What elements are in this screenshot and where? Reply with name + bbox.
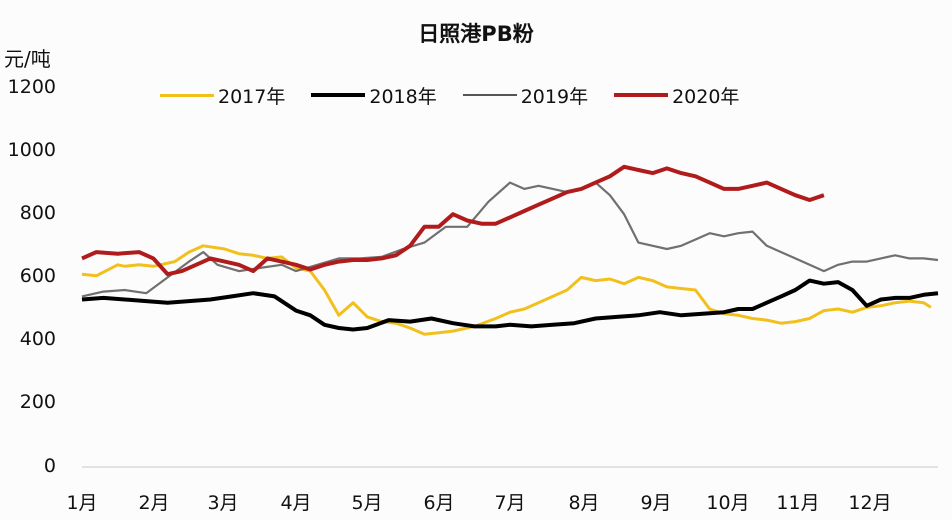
x-tick-dec: 12月: [848, 492, 892, 514]
legend-label-2019: 2019年: [520, 85, 589, 108]
x-tick-jun: 6月: [423, 492, 455, 514]
y-tick-600: 600: [19, 265, 56, 287]
legend-swatch-2017: [160, 93, 214, 97]
legend-item-2018: 2018年: [311, 82, 437, 109]
y-tick-800: 800: [19, 202, 56, 224]
legend-label-2017: 2017年: [218, 85, 286, 108]
x-tick-may: 5月: [351, 492, 383, 514]
legend-swatch-2020: [614, 93, 669, 97]
legend-swatch-2019: [462, 94, 517, 96]
legend-item-2019: 2019年: [462, 82, 589, 109]
x-tick-mar: 3月: [207, 492, 239, 514]
series-line-2020: [81, 164, 825, 277]
x-tick-jan: 1月: [66, 492, 98, 514]
legend-item-2020: 2020年: [614, 82, 739, 109]
x-tick-jul: 7月: [494, 492, 526, 514]
y-tick-1000: 1000: [7, 139, 56, 161]
x-tick-feb: 2月: [138, 492, 170, 514]
x-tick-sep: 9月: [640, 492, 672, 514]
y-tick-400: 400: [19, 328, 56, 350]
legend-item-2017: 2017年: [160, 82, 285, 109]
x-tick-apr: 4月: [280, 492, 312, 514]
legend: 2017年 2018年 2019年 2020年: [160, 82, 765, 108]
y-tick-0: 0: [43, 455, 56, 477]
series-line-2017: [81, 244, 932, 336]
y-tick-200: 200: [19, 391, 56, 413]
x-tick-aug: 8月: [568, 492, 600, 514]
x-tick-nov: 11月: [776, 492, 820, 514]
series-line-2018: [81, 278, 939, 332]
legend-label-2018: 2018年: [369, 85, 437, 108]
legend-swatch-2018: [311, 93, 366, 97]
x-tick-oct: 10月: [706, 492, 750, 514]
chart-title: 日照港PB粉: [418, 22, 534, 46]
y-tick-1200: 1200: [7, 76, 56, 98]
y-axis-unit-label: 元/吨: [4, 47, 51, 71]
legend-label-2020: 2020年: [672, 85, 740, 108]
series-layer: [81, 164, 939, 336]
